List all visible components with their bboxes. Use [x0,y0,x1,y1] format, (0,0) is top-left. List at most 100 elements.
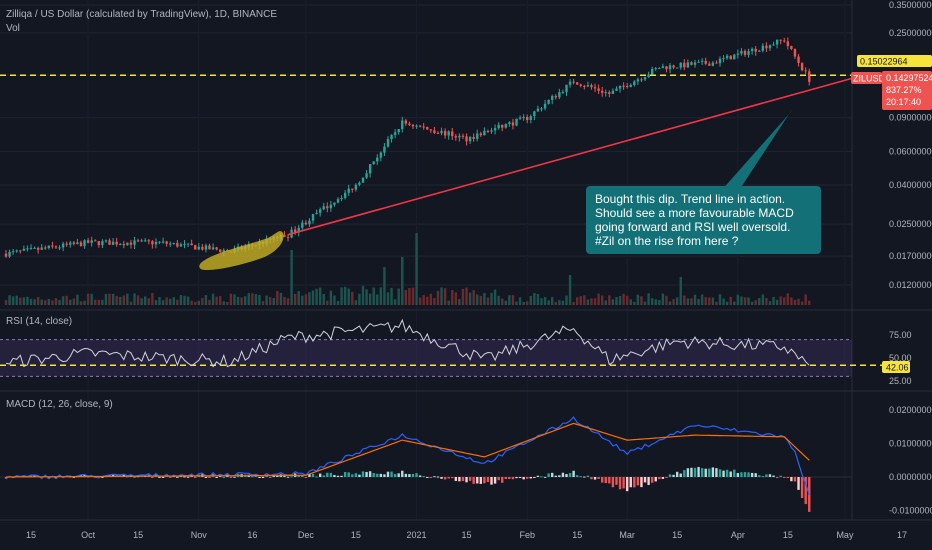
candle-body[interactable] [26,248,29,250]
candle-body[interactable] [761,45,765,51]
candle-body[interactable] [740,50,743,54]
candle-body[interactable] [808,71,811,82]
candle-body[interactable] [451,131,454,137]
candle-body[interactable] [44,247,47,249]
candle-body[interactable] [583,85,586,87]
candle-body[interactable] [165,241,168,244]
candle-body[interactable] [108,240,111,245]
candle-body[interactable] [718,58,722,64]
candle-body[interactable] [643,77,647,80]
candle-body[interactable] [675,67,679,69]
candle-body[interactable] [754,48,757,52]
candle-body[interactable] [697,61,700,63]
candle-body[interactable] [11,251,15,253]
candle-body[interactable] [693,62,697,65]
candle-body[interactable] [58,247,61,249]
candle-body[interactable] [501,124,504,128]
candle-body[interactable] [611,90,615,94]
candle-body[interactable] [311,214,315,221]
candle-body[interactable] [436,132,440,134]
candle-body[interactable] [76,242,79,245]
candle-body[interactable] [415,125,418,127]
candle-body[interactable] [4,253,8,257]
candle-body[interactable] [429,129,433,131]
candle-body[interactable] [379,152,383,158]
candle-body[interactable] [725,55,729,59]
candle-body[interactable] [347,188,350,193]
candle-body[interactable] [779,39,782,41]
volume-label[interactable]: Vol [6,23,20,34]
candle-body[interactable] [608,92,611,94]
candle-body[interactable] [765,45,768,49]
candle-body[interactable] [576,82,579,85]
candle-body[interactable] [94,240,97,242]
candle-body[interactable] [447,131,450,136]
candle-body[interactable] [586,85,590,87]
candle-body[interactable] [358,182,361,185]
candle-body[interactable] [365,173,368,178]
candle-body[interactable] [504,124,507,128]
candle-body[interactable] [440,130,443,134]
candle-body[interactable] [768,45,772,49]
candle-body[interactable] [47,245,51,249]
candle-body[interactable] [497,124,500,129]
rsi-line[interactable] [5,318,810,368]
candle-body[interactable] [333,202,336,205]
candle-body[interactable] [540,108,543,110]
candle-body[interactable] [211,247,215,250]
candle-body[interactable] [222,250,225,252]
candle-body[interactable] [572,81,575,83]
candle-body[interactable] [493,128,497,131]
candle-body[interactable] [372,161,375,165]
candle-body[interactable] [711,62,715,66]
candle-body[interactable] [161,241,165,243]
candle-body[interactable] [426,127,429,130]
candle-body[interactable] [593,87,597,89]
candle-body[interactable] [186,243,190,245]
candle-body[interactable] [640,79,643,81]
candle-body[interactable] [672,65,675,68]
candle-body[interactable] [140,240,143,242]
candle-body[interactable] [115,241,118,245]
candle-body[interactable] [454,136,458,138]
candle-body[interactable] [133,240,136,245]
candle-body[interactable] [522,117,525,119]
candle-body[interactable] [336,199,340,203]
candle-body[interactable] [543,103,547,109]
candle-body[interactable] [308,220,311,225]
signal-line[interactable] [6,422,810,478]
candle-body[interactable] [197,246,200,250]
candle-body[interactable] [368,164,372,174]
candle-body[interactable] [786,41,790,46]
candle-body[interactable] [51,245,54,247]
candle-body[interactable] [390,134,393,140]
candle-body[interactable] [665,66,668,70]
candle-body[interactable] [600,90,604,93]
candle-body[interactable] [443,130,447,136]
candle-body[interactable] [179,244,183,247]
candle-body[interactable] [565,84,568,93]
candle-body[interactable] [72,242,76,245]
candle-body[interactable] [79,242,83,247]
candle-body[interactable] [468,136,472,142]
candle-body[interactable] [111,241,115,245]
candle-body[interactable] [154,241,158,245]
candle-body[interactable] [301,222,304,228]
candle-body[interactable] [22,248,26,251]
candle-body[interactable] [144,240,147,242]
candle-body[interactable] [83,240,86,247]
candle-body[interactable] [625,86,629,88]
candle-body[interactable] [708,63,711,66]
candle-body[interactable] [629,84,632,88]
candle-body[interactable] [340,197,343,200]
candle-body[interactable] [683,62,686,68]
candle-body[interactable] [715,62,718,64]
candle-body[interactable] [700,60,704,62]
candle-body[interactable] [361,177,365,183]
candle-body[interactable] [286,236,290,238]
candle-body[interactable] [483,130,486,136]
candle-body[interactable] [104,240,108,242]
candle-body[interactable] [176,242,179,247]
candle-body[interactable] [215,247,218,250]
candle-body[interactable] [804,70,807,72]
